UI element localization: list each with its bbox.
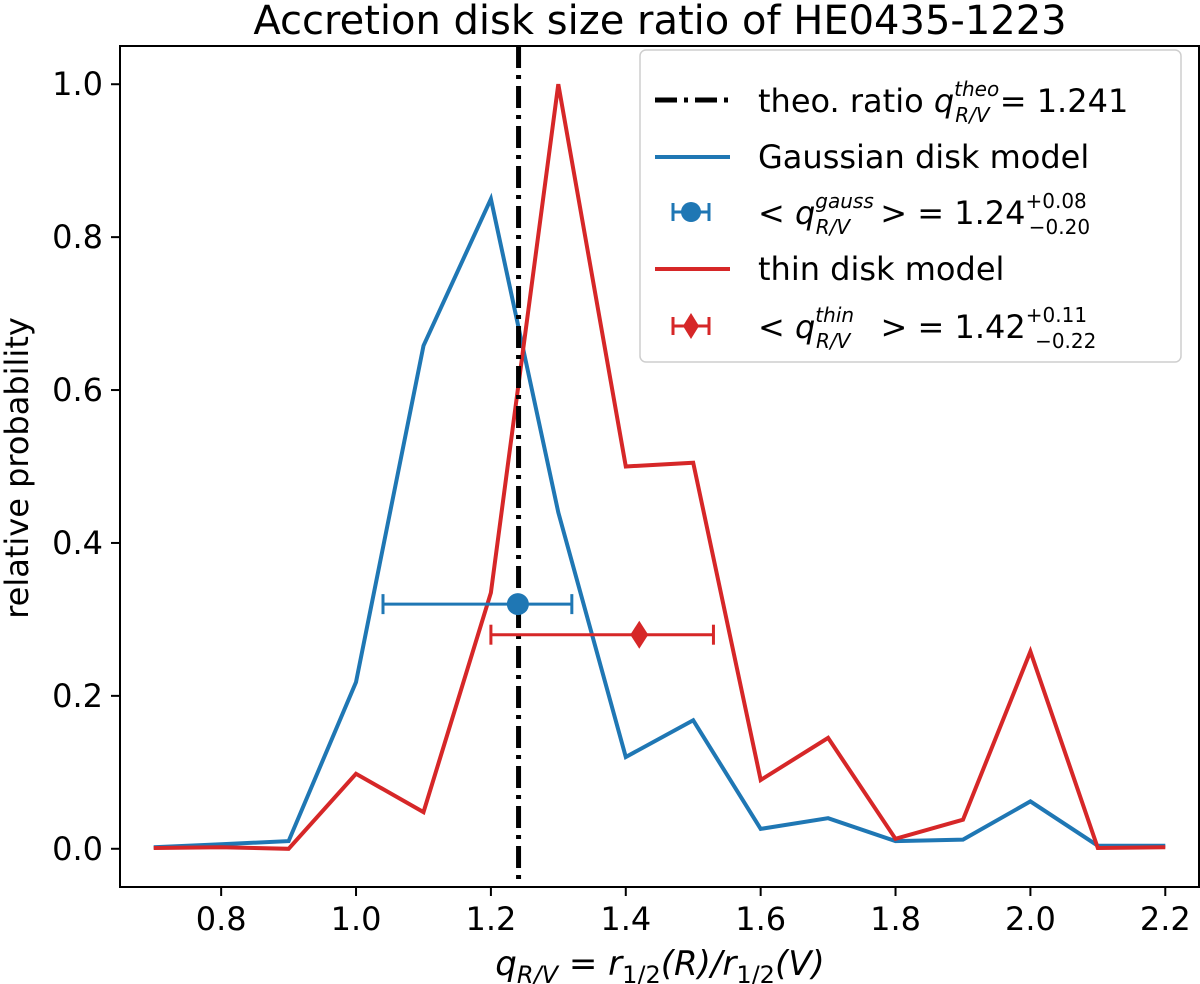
- x-tick-label: 1.6: [735, 900, 786, 938]
- x-tick-label: 1.8: [870, 900, 921, 938]
- plot-frame: [119, 45, 1200, 888]
- x-tick-label: 2.2: [1140, 900, 1191, 938]
- legend: theo. ratio qtheo R/V = 1.241 Gaussian di…: [639, 49, 1182, 363]
- legend-entry-thin: thin disk model: [758, 250, 1004, 288]
- legend-entry-thin-mean: < qthin R/V > = 1.42+0.11 −0.22: [758, 303, 1096, 353]
- legend-thin-errorbar-swatch: [671, 313, 711, 339]
- thin-series-line: [153, 83, 1166, 851]
- y-tick-label: 0.2: [52, 677, 103, 715]
- y-tick-label: 0.4: [52, 524, 103, 562]
- y-tick-label: 0.6: [52, 371, 103, 409]
- gauss-errorbar-marker: [506, 593, 529, 616]
- legend-frame: [639, 49, 1182, 363]
- plot-area: 0.8 1.0 1.2 1.4 1.6 1.8 2.0 2.2 0.0 0.2 0.4 0.6 0.8 1…: [52, 45, 1200, 938]
- x-tick-label: 0.8: [196, 900, 247, 938]
- y-tick-label: 1.0: [52, 65, 103, 103]
- y-axis-label: relative probability: [0, 317, 36, 619]
- legend-entry-theo: theo. ratio qtheo R/V = 1.241: [758, 77, 1128, 127]
- x-axis-label: qR/V = r1/2(R)/r1/2(V): [495, 944, 825, 984]
- x-tick-label: 1.2: [465, 900, 516, 938]
- chart-title: Accretion disk size ratio of HE0435-1223: [253, 0, 1066, 44]
- x-tick-label: 2.0: [1005, 900, 1056, 938]
- x-tick-label: 1.4: [600, 900, 651, 938]
- y-tick-label: 0.0: [52, 830, 103, 868]
- legend-entry-gauss: Gaussian disk model: [758, 138, 1089, 176]
- gaussian-series-line: [153, 192, 1166, 850]
- y-tick-label: 0.8: [52, 218, 103, 256]
- legend-entry-gauss-mean: < qgauss R/V > = 1.24+0.08 −0.20: [758, 189, 1090, 239]
- x-tick-label: 1.0: [331, 900, 382, 938]
- thin-errorbar-marker: [630, 620, 649, 649]
- legend-gauss-errorbar-swatch: [671, 202, 711, 222]
